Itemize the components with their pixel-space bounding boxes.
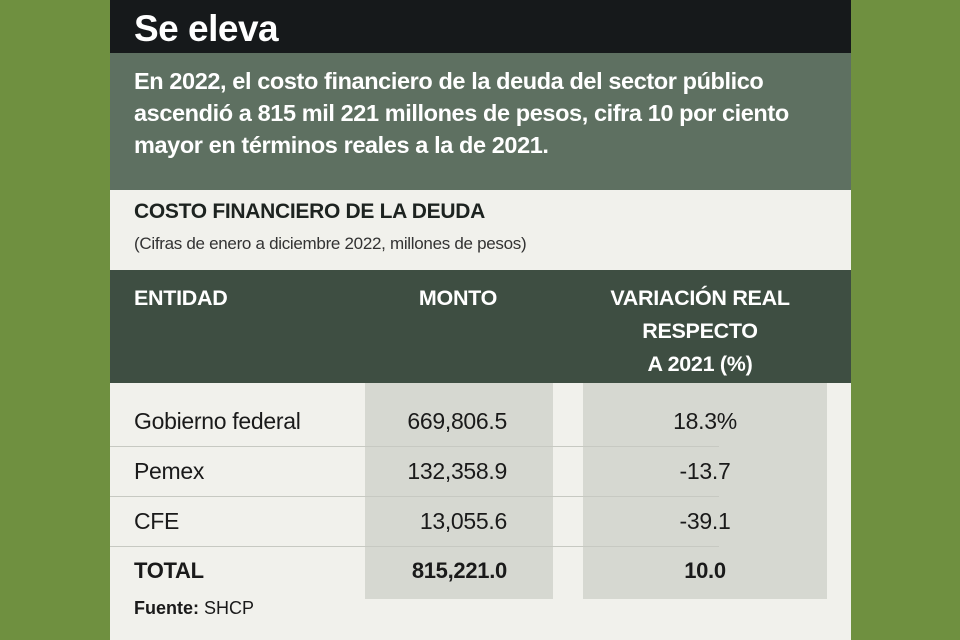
- row-amount: 132,358.9: [407, 458, 507, 484]
- table-row: Gobierno federal: [110, 396, 719, 447]
- column-header-variation-line2: RESPECTO: [642, 319, 758, 343]
- intro-band: En 2022, el costo financiero de la deuda…: [110, 53, 851, 190]
- table-title: COSTO FINANCIERO DE LA DEUDA: [134, 200, 485, 223]
- row-variation: -39.1: [679, 508, 731, 534]
- row-entity: Pemex: [134, 458, 205, 484]
- table-row-values: 669,806.5 18.3%: [110, 396, 851, 446]
- table-row: CFE: [110, 496, 719, 547]
- table-header: ENTIDAD MONTO VARIACIÓN REAL RESPECTO A …: [110, 270, 851, 383]
- intro-text: En 2022, el costo financiero de la deuda…: [134, 68, 789, 158]
- column-header-variation-line3: A 2021 (%): [647, 352, 753, 376]
- amount-column-shade: [365, 383, 553, 599]
- column-header-variation: VARIACIÓN REAL RESPECTO A 2021 (%): [570, 282, 830, 381]
- row-variation: -13.7: [679, 458, 731, 484]
- total-row: TOTAL 815,221.0 10.0: [110, 546, 851, 596]
- variation-column-shade: [583, 383, 827, 599]
- source-value: SHCP: [204, 598, 255, 618]
- table-row-values: 13,055.6 -39.1: [110, 496, 851, 546]
- column-header-amount: MONTO: [418, 286, 498, 310]
- total-amount: 815,221.0: [411, 558, 507, 583]
- infographic-card: Se eleva En 2022, el costo financiero de…: [110, 0, 851, 640]
- source-label: Fuente:: [134, 598, 199, 618]
- table-row-values: 132,358.9 -13.7: [110, 446, 851, 496]
- table-row: Pemex: [110, 446, 719, 497]
- row-entity: CFE: [134, 508, 180, 534]
- title-bar: Se eleva: [110, 0, 851, 53]
- column-header-variation-line1: VARIACIÓN REAL: [610, 286, 790, 310]
- column-header-entity: ENTIDAD: [134, 286, 228, 310]
- row-amount: 669,806.5: [407, 408, 507, 434]
- total-variation: 10.0: [684, 558, 726, 583]
- source-note: Fuente: SHCP: [134, 598, 254, 619]
- table-subtitle: (Cifras de enero a diciembre 2022, millo…: [134, 234, 527, 253]
- total-label: TOTAL: [134, 558, 204, 583]
- row-variation: 18.3%: [673, 408, 737, 434]
- row-amount: 13,055.6: [419, 508, 507, 534]
- page-title: Se eleva: [134, 8, 279, 49]
- row-entity: Gobierno federal: [134, 408, 301, 434]
